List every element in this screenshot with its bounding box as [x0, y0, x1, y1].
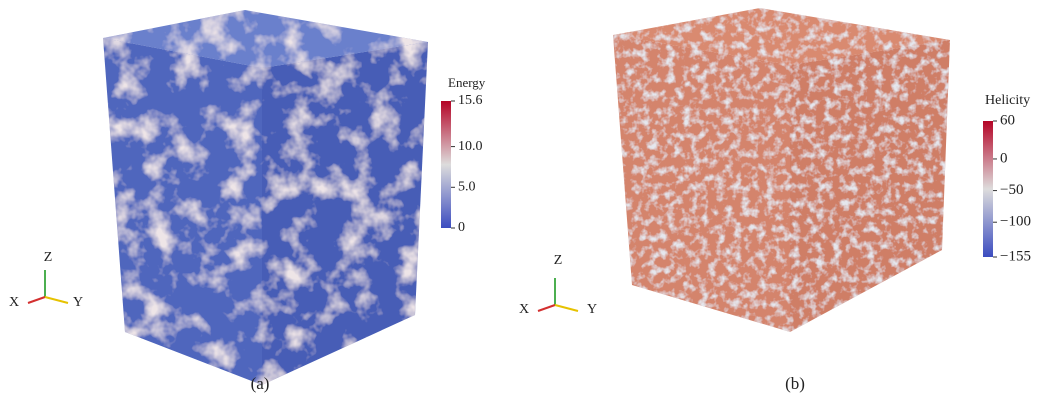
colorbar-tick-label: 0 — [458, 220, 465, 235]
y-arrow — [555, 305, 578, 311]
axis-label: X — [519, 302, 529, 317]
helicity-cube — [613, 8, 950, 332]
colorbar — [983, 121, 993, 257]
colorbar — [441, 101, 451, 228]
x-arrow — [28, 297, 45, 303]
cube-right — [262, 42, 428, 385]
cube-right — [790, 40, 950, 332]
cube-left — [103, 38, 262, 385]
cube-left — [613, 35, 790, 332]
axis-label: Z — [44, 250, 53, 265]
colorbar-title: Helicity — [985, 93, 1030, 108]
colorbar-tick-label: 60 — [1000, 112, 1015, 128]
x-arrow — [538, 305, 555, 311]
axis-label: X — [9, 295, 19, 310]
colorbar-tick-label: −100 — [1000, 214, 1031, 230]
axis-label: Y — [73, 295, 83, 310]
y-arrow — [45, 297, 68, 303]
axis-label: Z — [554, 253, 563, 268]
colorbar-tick-label: −50 — [1000, 182, 1023, 198]
caption: (b) — [785, 374, 805, 393]
colorbar-tick-label: 10.0 — [458, 139, 483, 154]
figure: Energy Helicity Z X Y Z X Y (a) (b) 15.6… — [0, 0, 1049, 401]
colorbar-tick-label: 15.6 — [458, 93, 483, 108]
colorbar-tick-label: 0 — [1000, 150, 1008, 166]
energy-cube — [103, 10, 428, 385]
colorbar-title: Energy — [448, 75, 486, 90]
caption: (a) — [251, 374, 270, 393]
colorbar-tick-label: 5.0 — [458, 180, 476, 195]
colorbar-tick-label: −155 — [1000, 248, 1031, 264]
axis-label: Y — [587, 302, 597, 317]
